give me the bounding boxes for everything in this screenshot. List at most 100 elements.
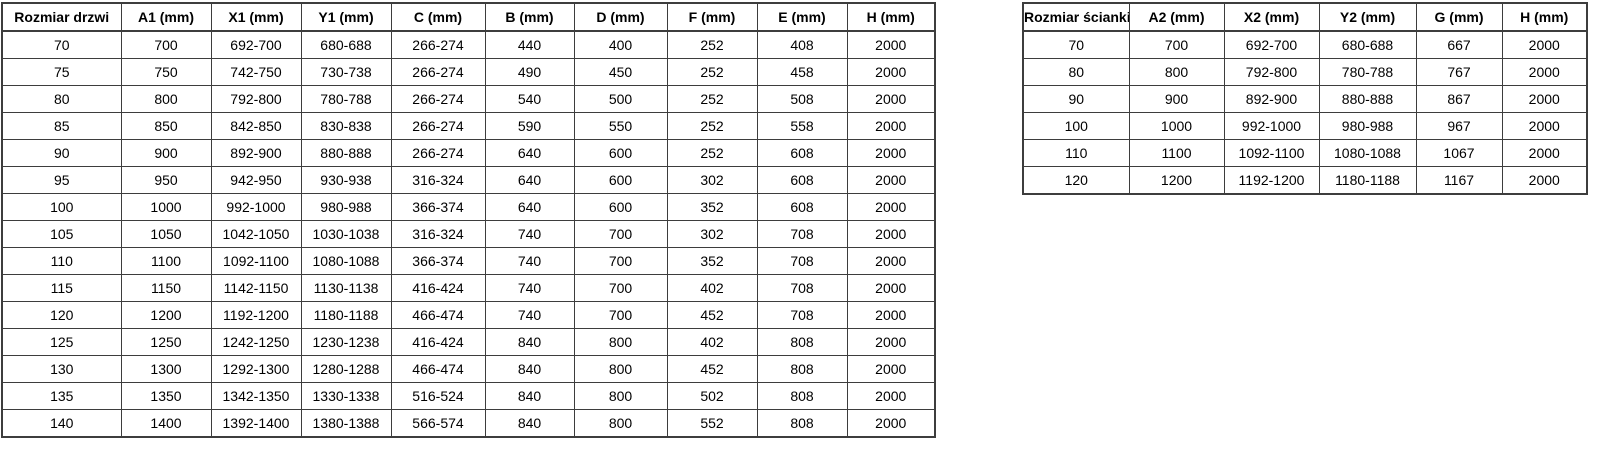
- cell: 608: [756, 193, 848, 221]
- cell: 700: [573, 247, 668, 275]
- cell: 352: [666, 193, 758, 221]
- cell: 740: [484, 274, 575, 302]
- cell: 1292-1300: [210, 355, 302, 383]
- cell: 252: [666, 85, 758, 113]
- table-row: 105 1050 1042-1050 1030-1038 316-324 740 700 30…: [1, 220, 936, 248]
- cell: 500: [573, 85, 668, 113]
- cell: 708: [756, 220, 848, 248]
- cell: 900: [1128, 85, 1225, 113]
- table-row: 90 900 892-900 880-888 867 2000: [1022, 85, 1588, 113]
- cell: 266-274: [390, 85, 486, 113]
- cell: 742-750: [210, 58, 302, 86]
- cell: 840: [484, 328, 575, 356]
- cell: 2000: [1501, 85, 1588, 113]
- table-row: 100 1000 992-1000 980-988 967 2000: [1022, 112, 1588, 140]
- cell: 880-888: [1318, 85, 1417, 113]
- cell: 450: [573, 58, 668, 86]
- wall-table-body: 70 700 692-700 680-688 667 2000 80 800 792-800 78…: [1022, 30, 1588, 195]
- column-header: A1 (mm): [120, 2, 212, 32]
- cell: 2000: [846, 355, 936, 383]
- cell: 767: [1415, 58, 1503, 86]
- cell: 700: [120, 30, 212, 59]
- cell: 1392-1400: [210, 409, 302, 438]
- table-row: 80 800 792-800 780-788 767 2000: [1022, 58, 1588, 86]
- cell: 1342-1350: [210, 382, 302, 410]
- cell: 80: [1, 85, 122, 113]
- table-row: 75 750 742-750 730-738 266-274 490 450 252 458 20…: [1, 58, 936, 86]
- cell: 408: [756, 30, 848, 59]
- cell: 140: [1, 409, 122, 438]
- cell: 266-274: [390, 112, 486, 140]
- cell: 840: [484, 382, 575, 410]
- cell: 550: [573, 112, 668, 140]
- cell: 1150: [120, 274, 212, 302]
- cell: 366-374: [390, 247, 486, 275]
- cell: 1000: [1128, 112, 1225, 140]
- cell: 2000: [846, 85, 936, 113]
- cell: 942-950: [210, 166, 302, 194]
- cell: 930-938: [300, 166, 392, 194]
- cell: 416-424: [390, 328, 486, 356]
- cell: 2000: [846, 30, 936, 59]
- table-row: 100 1000 992-1000 980-988 366-374 640 600 352 60…: [1, 193, 936, 221]
- cell: 352: [666, 247, 758, 275]
- cell: 2000: [846, 328, 936, 356]
- cell: 252: [666, 112, 758, 140]
- cell: 708: [756, 274, 848, 302]
- cell: 2000: [846, 247, 936, 275]
- cell: 130: [1, 355, 122, 383]
- table-row: 85 850 842-850 830-838 266-274 590 550 252 558 20…: [1, 112, 936, 140]
- cell: 708: [756, 247, 848, 275]
- cell: 1400: [120, 409, 212, 438]
- cell: 780-788: [1318, 58, 1417, 86]
- cell: 402: [666, 328, 758, 356]
- cell: 416-424: [390, 274, 486, 302]
- cell: 2000: [846, 139, 936, 167]
- column-header: F (mm): [666, 2, 758, 32]
- header-row: Rozmiar drzwi A1 (mm) X1 (mm) Y1 (mm) C (mm)…: [1, 2, 936, 32]
- cell: 90: [1022, 85, 1130, 113]
- cell: 1242-1250: [210, 328, 302, 356]
- header-row: Rozmiar ścianki A2 (mm) X2 (mm) Y2 (mm) G (m…: [1022, 2, 1588, 32]
- door-table-body: 70 700 692-700 680-688 266-274 440 400 252 408 20…: [1, 30, 936, 438]
- cell: 100: [1, 193, 122, 221]
- cell: 252: [666, 58, 758, 86]
- cell: 125: [1, 328, 122, 356]
- cell: 1280-1288: [300, 355, 392, 383]
- cell: 880-888: [300, 139, 392, 167]
- cell: 316-324: [390, 166, 486, 194]
- cell: 1167: [1415, 166, 1503, 195]
- column-header: Y1 (mm): [300, 2, 392, 32]
- table-row: 120 1200 1192-1200 1180-1188 466-474 740 700 45…: [1, 301, 936, 329]
- cell: 85: [1, 112, 122, 140]
- cell: 692-700: [210, 30, 302, 59]
- cell: 466-474: [390, 301, 486, 329]
- cell: 980-988: [300, 193, 392, 221]
- cell: 700: [573, 301, 668, 329]
- cell: 266-274: [390, 58, 486, 86]
- table-row: 140 1400 1392-1400 1380-1388 566-574 840 800 55…: [1, 409, 936, 438]
- cell: 2000: [846, 382, 936, 410]
- cell: 1030-1038: [300, 220, 392, 248]
- cell: 740: [484, 220, 575, 248]
- cell: 252: [666, 139, 758, 167]
- cell: 516-524: [390, 382, 486, 410]
- table-row: 115 1150 1142-1150 1130-1138 416-424 740 700 40…: [1, 274, 936, 302]
- cell: 466-474: [390, 355, 486, 383]
- cell: 2000: [1501, 112, 1588, 140]
- cell: 1300: [120, 355, 212, 383]
- cell: 1350: [120, 382, 212, 410]
- cell: 708: [756, 301, 848, 329]
- cell: 2000: [846, 301, 936, 329]
- cell: 120: [1022, 166, 1130, 195]
- cell: 792-800: [1223, 58, 1320, 86]
- wall-size-table: Rozmiar ścianki A2 (mm) X2 (mm) Y2 (mm) G (m…: [1022, 2, 1588, 195]
- cell: 792-800: [210, 85, 302, 113]
- column-header: A2 (mm): [1128, 2, 1225, 32]
- cell: 115: [1, 274, 122, 302]
- cell: 1200: [1128, 166, 1225, 195]
- cell: 110: [1022, 139, 1130, 167]
- cell: 1230-1238: [300, 328, 392, 356]
- cell: 800: [573, 355, 668, 383]
